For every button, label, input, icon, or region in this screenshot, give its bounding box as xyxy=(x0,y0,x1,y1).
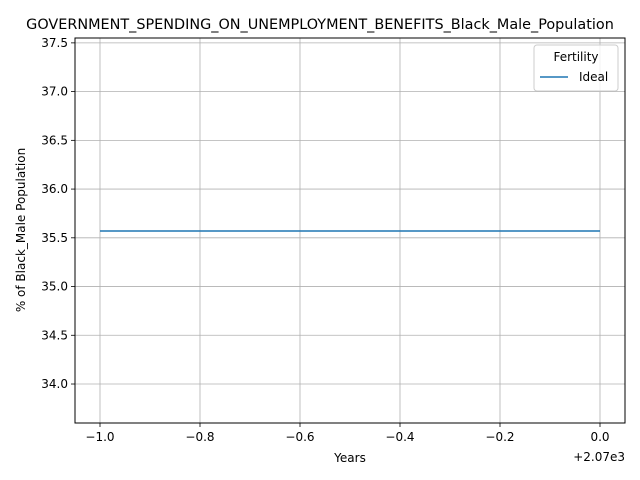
legend-title: Fertility xyxy=(553,50,598,64)
x-axis: −1.0 −0.8 −0.6 −0.4 −0.2 0.0 xyxy=(85,423,610,444)
legend: Fertility Ideal xyxy=(533,44,619,92)
y-tick-label: 35.0 xyxy=(41,280,68,294)
y-tick-label: 36.5 xyxy=(41,133,68,147)
x-tick-label: −0.4 xyxy=(385,430,414,444)
y-axis: 34.0 34.5 35.0 35.5 36.0 36.5 37.0 37.5 xyxy=(41,36,75,391)
y-tick-label: 37.5 xyxy=(41,36,68,50)
x-axis-label: Years xyxy=(333,451,366,465)
x-tick-label: −0.8 xyxy=(185,430,214,444)
x-tick-label: −0.2 xyxy=(485,430,514,444)
y-tick-label: 35.5 xyxy=(41,231,68,245)
y-axis-label: % of Black_Male Population xyxy=(14,148,28,312)
y-tick-label: 34.0 xyxy=(41,377,68,391)
legend-label-ideal: Ideal xyxy=(579,70,608,84)
x-tick-label: −0.6 xyxy=(285,430,314,444)
chart-title: GOVERNMENT_SPENDING_ON_UNEMPLOYMENT_BENE… xyxy=(26,17,614,33)
y-tick-label: 34.5 xyxy=(41,328,68,342)
x-tick-label: −1.0 xyxy=(85,430,114,444)
y-tick-label: 37.0 xyxy=(41,85,68,99)
legend-box xyxy=(533,44,619,92)
x-tick-label: 0.0 xyxy=(590,430,609,444)
plot-frame xyxy=(74,37,626,424)
x-axis-offset-label: +2.07e3 xyxy=(573,450,625,464)
y-tick-label: 36.0 xyxy=(41,182,68,196)
